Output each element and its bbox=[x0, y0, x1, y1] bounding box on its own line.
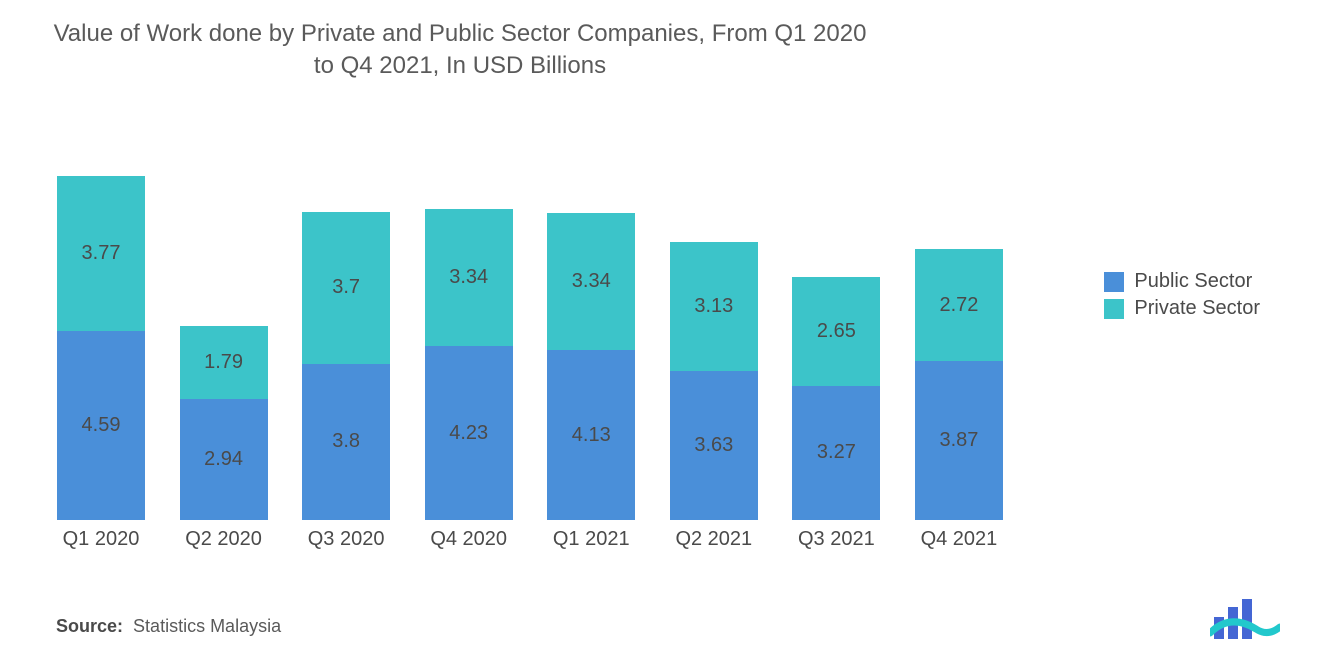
x-axis-label: Q4 2021 bbox=[898, 528, 1020, 551]
stacked-bar: 3.872.72 bbox=[915, 249, 1003, 520]
bar-segment-public: 3.87 bbox=[915, 361, 1003, 520]
stacked-bar: 3.272.65 bbox=[792, 277, 880, 520]
legend: Public Sector Private Sector bbox=[1104, 270, 1260, 324]
legend-item: Public Sector bbox=[1104, 270, 1260, 293]
bar-segment-public: 4.23 bbox=[425, 346, 513, 520]
bar-segment-private: 3.34 bbox=[547, 213, 635, 350]
stacked-bar: 3.83.7 bbox=[302, 212, 390, 520]
chart-container: Value of Work done by Private and Public… bbox=[0, 0, 1320, 665]
bar-segment-private: 2.72 bbox=[915, 249, 1003, 361]
bar-segment-public: 3.63 bbox=[670, 371, 758, 520]
x-axis-label: Q1 2021 bbox=[530, 528, 652, 551]
bar-segment-public: 3.8 bbox=[302, 364, 390, 520]
bar-slot: 2.941.79 bbox=[163, 326, 285, 520]
x-axis-labels: Q1 2020Q2 2020Q3 2020Q4 2020Q1 2021Q2 20… bbox=[40, 528, 1020, 551]
stacked-bar: 4.593.77 bbox=[57, 176, 145, 520]
bar-segment-private: 2.65 bbox=[792, 277, 880, 386]
bar-slot: 3.633.13 bbox=[653, 242, 775, 520]
bar-segment-private: 3.13 bbox=[670, 242, 758, 371]
bar-slot: 4.133.34 bbox=[530, 213, 652, 520]
bar-slot: 4.233.34 bbox=[408, 209, 530, 520]
legend-swatch bbox=[1104, 299, 1124, 319]
stacked-bar: 4.233.34 bbox=[425, 209, 513, 520]
x-axis-label: Q1 2020 bbox=[40, 528, 162, 551]
bar-slot: 3.272.65 bbox=[775, 277, 897, 520]
x-axis-label: Q2 2020 bbox=[163, 528, 285, 551]
legend-swatch bbox=[1104, 272, 1124, 292]
bar-segment-private: 3.7 bbox=[302, 212, 390, 364]
source-attribution: Source: Statistics Malaysia bbox=[56, 616, 281, 637]
bar-slot: 3.872.72 bbox=[898, 249, 1020, 520]
bar-segment-private: 3.77 bbox=[57, 176, 145, 331]
x-axis-label: Q3 2020 bbox=[285, 528, 407, 551]
bar-segment-public: 4.13 bbox=[547, 350, 635, 520]
bar-segment-public: 3.27 bbox=[792, 386, 880, 520]
brand-logo bbox=[1210, 599, 1280, 643]
bar-segment-public: 2.94 bbox=[180, 399, 268, 520]
bar-segment-private: 3.34 bbox=[425, 209, 513, 346]
source-text: Statistics Malaysia bbox=[133, 616, 281, 636]
bar-slot: 4.593.77 bbox=[40, 176, 162, 520]
bar-slot: 3.83.7 bbox=[285, 212, 407, 520]
chart-title: Value of Work done by Private and Public… bbox=[50, 18, 870, 83]
x-axis-label: Q3 2021 bbox=[775, 528, 897, 551]
legend-label: Private Sector bbox=[1134, 297, 1260, 320]
plot-area: 4.593.772.941.793.83.74.233.344.133.343.… bbox=[40, 150, 1020, 520]
legend-item: Private Sector bbox=[1104, 297, 1260, 320]
legend-label: Public Sector bbox=[1134, 270, 1252, 293]
bar-segment-public: 4.59 bbox=[57, 331, 145, 520]
stacked-bar: 4.133.34 bbox=[547, 213, 635, 520]
bar-segment-private: 1.79 bbox=[180, 326, 268, 400]
source-prefix: Source: bbox=[56, 616, 123, 636]
stacked-bar: 2.941.79 bbox=[180, 326, 268, 520]
x-axis-label: Q4 2020 bbox=[408, 528, 530, 551]
stacked-bar: 3.633.13 bbox=[670, 242, 758, 520]
x-axis-label: Q2 2021 bbox=[653, 528, 775, 551]
